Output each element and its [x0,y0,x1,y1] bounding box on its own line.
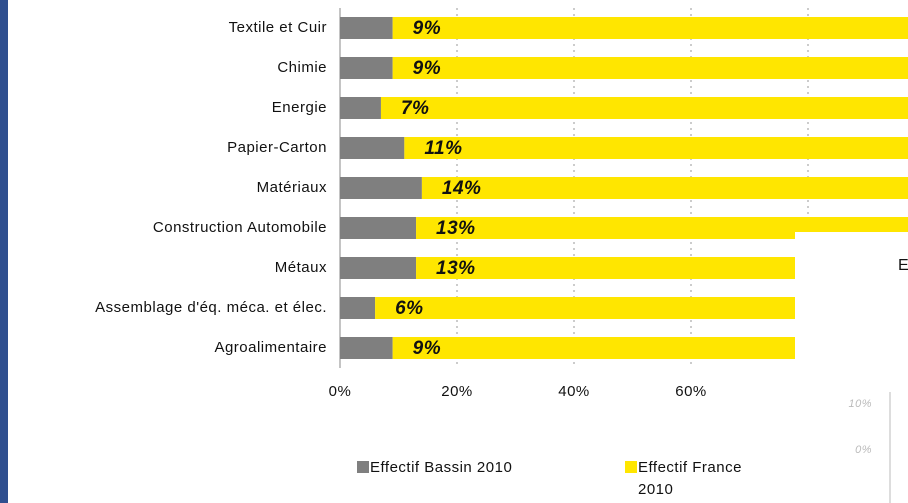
y-tick-label: Chimie [277,59,327,76]
bar [375,297,908,319]
bar [416,257,908,279]
bar [340,297,376,319]
left-edge [0,0,8,503]
value-label: 13% [436,218,476,239]
x-tick-label: 60% [675,383,707,400]
bar [340,337,393,359]
bar [340,257,417,279]
value-label: 9% [413,338,441,359]
legend-swatch [625,461,637,473]
value-label: 11% [424,138,462,159]
overlay-text: 10% [848,398,872,410]
y-tick-label: Textile et Cuir [229,19,327,36]
bar [340,17,393,39]
y-tick-label: Agroalimentaire [214,339,327,356]
overlay-text: E [898,257,908,274]
value-label: 7% [401,98,429,119]
bar [392,57,908,79]
overlay-image [795,232,908,503]
legend-swatch [357,461,369,473]
bar [340,97,381,119]
y-tick-label: Matériaux [257,179,327,196]
bar [340,177,422,199]
legend-label: Effectif France 2010 [638,459,742,498]
x-tick-label: 0% [329,383,352,400]
y-tick-label: Energie [272,99,327,116]
bar [392,337,908,359]
value-label: 9% [413,58,441,79]
bar [404,137,908,159]
bar [340,137,405,159]
value-label: 9% [413,18,441,39]
bar [421,177,908,199]
bar [340,217,417,239]
bar [380,97,908,119]
y-tick-label: Assemblage d'éq. méca. et élec. [95,299,327,316]
x-tick-label: 40% [558,383,590,400]
value-label: 14% [442,178,482,199]
y-tick-label: Métaux [275,259,327,276]
legend-label: Effectif Bassin 2010 [370,459,512,476]
bar [392,17,908,39]
x-tick-label: 20% [441,383,473,400]
value-label: 6% [395,298,423,319]
bar [340,57,393,79]
value-label: 13% [436,258,476,279]
overlay-text: 0% [855,444,872,456]
bar [416,217,908,239]
y-tick-label: Papier-Carton [227,139,327,156]
y-tick-label: Construction Automobile [153,219,327,236]
